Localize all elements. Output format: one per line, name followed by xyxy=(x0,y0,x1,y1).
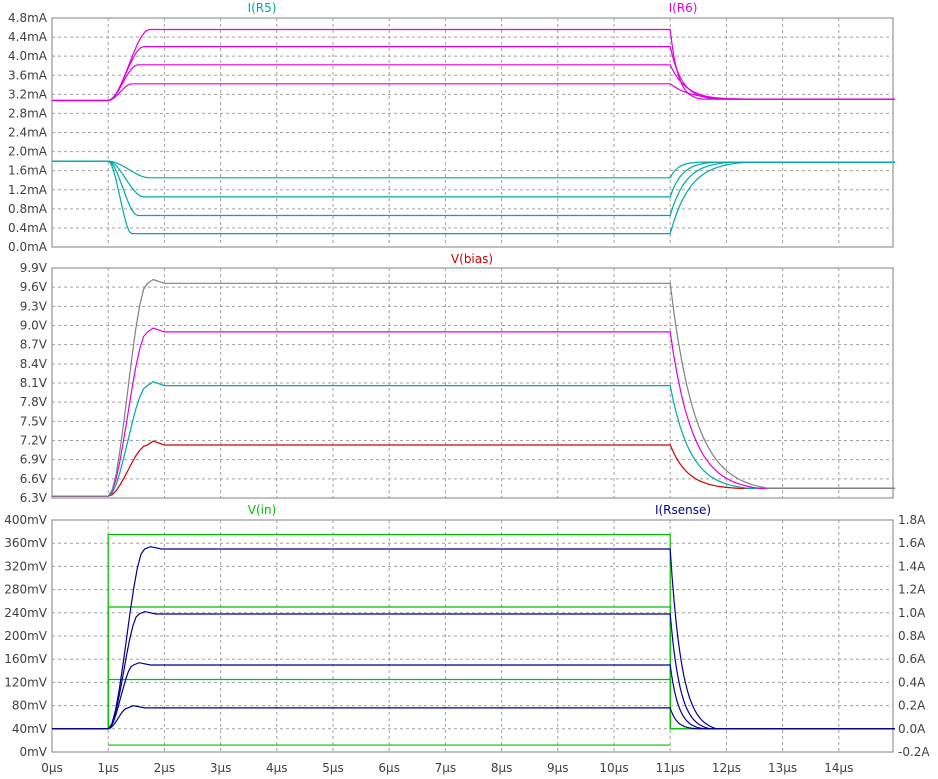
x-tick-label: 14µs xyxy=(824,761,853,775)
y-tick-label: 2.4mA xyxy=(8,126,48,140)
x-tick-label: 10µs xyxy=(599,761,628,775)
y-tick-label: 7.8V xyxy=(20,395,48,409)
x-tick-label: 0µs xyxy=(41,761,63,775)
legend-i-r6: I(R6) xyxy=(669,1,698,15)
y-tick-label: 2.8mA xyxy=(8,106,48,120)
y-tick-label: 2.0mA xyxy=(8,145,48,159)
x-tick-label: 6µs xyxy=(378,761,400,775)
y-tick-label: 4.8mA xyxy=(8,11,48,25)
y-tick-label: 280mV xyxy=(4,583,48,597)
trace-v-bias xyxy=(52,381,895,497)
y-right-tick-label: 1.8A xyxy=(898,513,926,527)
trace-ir5 xyxy=(52,160,895,198)
y-tick-label: 8.7V xyxy=(20,338,48,352)
trace-v-bias xyxy=(52,327,895,497)
y-tick-label: 0.4mA xyxy=(8,221,48,235)
y-tick-label: 200mV xyxy=(4,629,48,643)
y-tick-label: 240mV xyxy=(4,606,48,620)
y-tick-label: 0.0mA xyxy=(8,240,48,254)
legend-i-r5: I(R5) xyxy=(248,1,277,15)
y-tick-label: 0.8mA xyxy=(8,202,48,216)
trace-i-rsense xyxy=(52,610,895,730)
y-tick-label: 120mV xyxy=(4,675,48,689)
y-tick-label: 8.4V xyxy=(20,357,48,371)
trace-ir5 xyxy=(52,160,895,217)
trace-ir5 xyxy=(52,160,895,235)
y-right-tick-label: 0.6A xyxy=(898,652,926,666)
y-tick-label: 3.2mA xyxy=(8,87,48,101)
x-tick-label: 9µs xyxy=(547,761,569,775)
x-tick-label: 2µs xyxy=(154,761,176,775)
y-tick-label: 9.0V xyxy=(20,319,48,333)
y-tick-label: 40mV xyxy=(12,722,48,736)
x-tick-label: 8µs xyxy=(491,761,513,775)
trace-ir6 xyxy=(52,28,895,102)
y-tick-label: 320mV xyxy=(4,559,48,573)
trace-v-bias xyxy=(52,440,895,497)
y-right-tick-label: 0.8A xyxy=(898,629,926,643)
x-tick-label: 13µs xyxy=(768,761,797,775)
x-tick-label: 5µs xyxy=(322,761,344,775)
y-right-tick-label: 0.4A xyxy=(898,675,926,689)
y-tick-label: 9.9V xyxy=(20,261,48,275)
y-tick-label: 0mV xyxy=(19,745,47,759)
y-right-tick-label: 1.4A xyxy=(898,559,926,573)
y-right-tick-label: 0.2A xyxy=(898,699,926,713)
y-right-tick-label: 1.0A xyxy=(898,606,926,620)
y-right-tick-label: 1.2A xyxy=(898,583,926,597)
y-tick-label: 1.6mA xyxy=(8,164,48,178)
legend-v-bias: V(bias) xyxy=(451,252,493,266)
trace-v-bias xyxy=(52,278,895,497)
y-tick-label: 3.6mA xyxy=(8,68,48,82)
y-tick-label: 1.2mA xyxy=(8,183,48,197)
y-tick-label: 8.1V xyxy=(20,376,48,390)
x-tick-label: 3µs xyxy=(210,761,232,775)
legend-i-rsense: I(Rsense) xyxy=(655,503,711,517)
x-tick-label: 12µs xyxy=(712,761,741,775)
y-tick-label: 9.3V xyxy=(20,299,48,313)
y-right-tick-label: -0.2A xyxy=(898,745,930,759)
y-tick-label: 4.4mA xyxy=(8,30,48,44)
axis-tick-labels: 0.0mA 0.4mA 0.8mA 1.2mA 1.6mA 2.0mA 2.4mA 2.8mA… xyxy=(4,11,930,775)
y-tick-label: 9.6V xyxy=(20,280,48,294)
y-tick-label: 7.5V xyxy=(20,414,48,428)
trace-i-rsense xyxy=(52,662,895,730)
y-tick-label: 400mV xyxy=(4,513,48,527)
grid-lines xyxy=(52,18,893,752)
y-right-tick-label: 1.6A xyxy=(898,536,926,550)
x-tick-label: 4µs xyxy=(266,761,288,775)
y-tick-label: 6.9V xyxy=(20,453,48,467)
y-tick-label: 360mV xyxy=(4,536,48,550)
y-tick-label: 6.6V xyxy=(20,472,48,486)
y-tick-label: 4.0mA xyxy=(8,49,48,63)
legend-v-in: V(in) xyxy=(248,503,277,517)
trace-i-rsense xyxy=(52,546,895,730)
series-traces xyxy=(52,28,895,746)
y-tick-label: 6.3V xyxy=(20,491,48,505)
x-tick-label: 11µs xyxy=(656,761,685,775)
trace-ir5 xyxy=(52,160,895,179)
trace-i-rsense xyxy=(52,704,895,730)
x-tick-label: 7µs xyxy=(435,761,457,775)
x-tick-label: 1µs xyxy=(97,761,119,775)
y-right-tick-label: 0.0A xyxy=(898,722,926,736)
y-tick-label: 7.2V xyxy=(20,434,48,448)
y-tick-label: 80mV xyxy=(12,699,48,713)
y-tick-label: 160mV xyxy=(4,652,48,666)
